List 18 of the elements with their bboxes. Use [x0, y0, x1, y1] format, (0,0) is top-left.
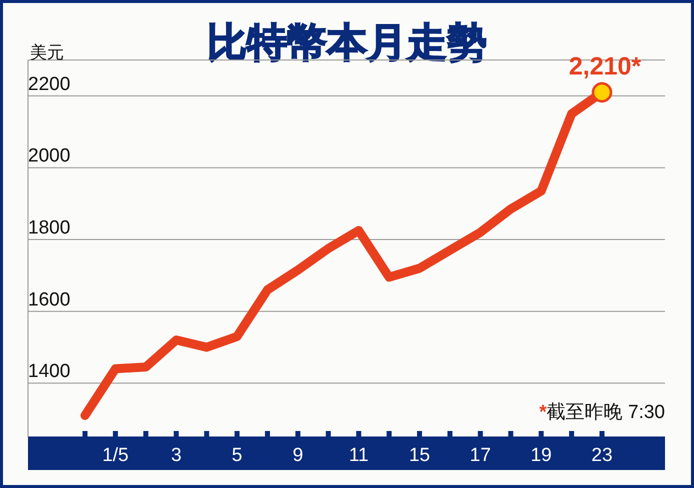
- y-tick-label: 1400: [28, 361, 70, 382]
- x-tick-label: 15: [408, 445, 430, 466]
- x-tick-label: 23: [591, 445, 613, 466]
- x-tick-label: 17: [470, 445, 491, 466]
- x-tick-label: 3: [170, 445, 182, 466]
- text: *截至昨晚 7:30: [539, 402, 665, 423]
- x-tick-label: 9: [292, 445, 304, 466]
- y-tick-label: 2200: [28, 74, 70, 95]
- annotation: 2,210*: [568, 52, 642, 80]
- x-tick-label: 1/5: [102, 445, 129, 466]
- x-tick-label: 5: [232, 445, 242, 466]
- y-tick-label: 1600: [28, 289, 70, 310]
- x-tick-label: 19: [530, 445, 552, 466]
- y-tick-label: 1800: [28, 218, 70, 239]
- y-axis-title: 美元: [30, 43, 64, 62]
- chart-title: 比特幣本月走勢: [207, 20, 487, 66]
- x-tick-label: 11: [348, 445, 369, 466]
- y-tick-label: 2000: [28, 146, 70, 167]
